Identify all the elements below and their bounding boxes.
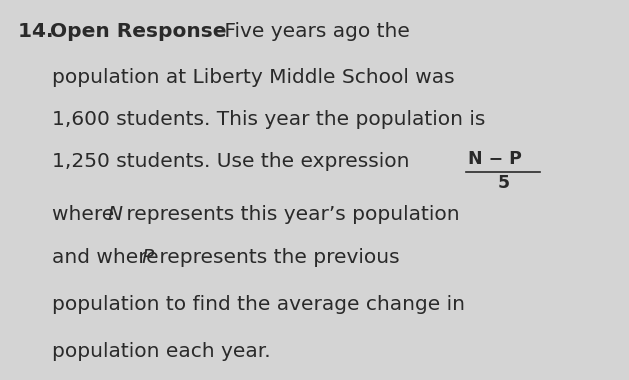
Text: where: where <box>52 205 121 224</box>
Text: population at Liberty Middle School was: population at Liberty Middle School was <box>52 68 455 87</box>
Text: 1,250 students. Use the expression: 1,250 students. Use the expression <box>52 152 409 171</box>
Text: N: N <box>107 205 122 224</box>
Text: population to find the average change in: population to find the average change in <box>52 295 465 314</box>
Text: Five years ago the: Five years ago the <box>218 22 410 41</box>
Text: 5: 5 <box>498 174 510 192</box>
Text: Open Response: Open Response <box>50 22 226 41</box>
Text: and where: and where <box>52 248 165 267</box>
Text: represents the previous: represents the previous <box>153 248 399 267</box>
Text: represents this year’s population: represents this year’s population <box>120 205 460 224</box>
Text: P: P <box>141 248 153 267</box>
Text: N − P: N − P <box>468 150 522 168</box>
Text: population each year.: population each year. <box>52 342 270 361</box>
Text: 14.: 14. <box>18 22 60 41</box>
Text: 1,600 students. This year the population is: 1,600 students. This year the population… <box>52 110 486 129</box>
